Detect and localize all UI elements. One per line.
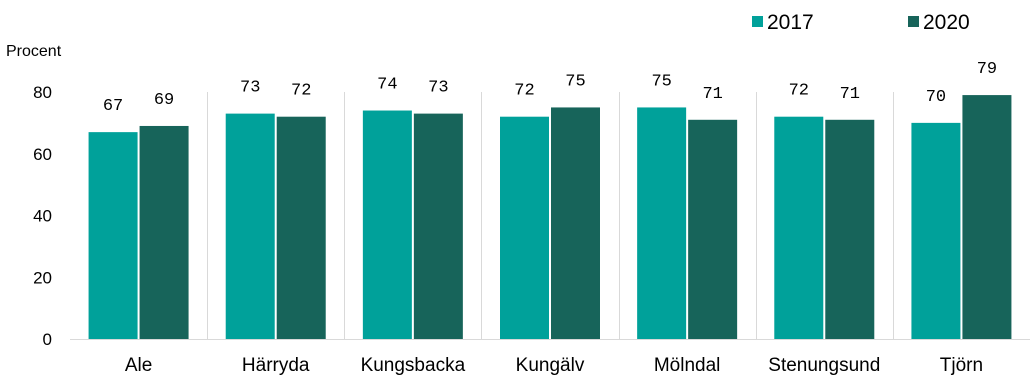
legend-label: 2017 (767, 11, 814, 34)
legend: 2017 2020 (752, 11, 970, 34)
data-label: 70 (926, 88, 946, 107)
x-category-label: Mölndal (654, 355, 721, 376)
bar-2020-Ale (139, 125, 189, 340)
bar-2020-Mölndal (688, 119, 738, 339)
bar-2020-Stenungsund (825, 119, 875, 339)
bar-2017-Kungälv (500, 116, 549, 339)
category-separators (207, 92, 894, 339)
y-tick-label: 0 (43, 330, 52, 349)
bar-2017-Stenungsund (774, 116, 824, 339)
bar-2017-Mölndal (637, 107, 687, 339)
x-category-label: Kungälv (516, 355, 585, 376)
bar-2020-Kungsbacka (413, 113, 463, 339)
y-tick-label: 40 (33, 207, 52, 226)
bars (88, 95, 1012, 340)
bar-2020-Kungälv (551, 107, 600, 339)
bar-2017-Härryda (225, 113, 275, 339)
data-label: 74 (377, 76, 397, 95)
data-label: 79 (977, 60, 997, 79)
x-category-label: Stenungsund (768, 355, 880, 376)
data-label: 73 (428, 79, 448, 98)
legend-swatch (752, 16, 763, 27)
legend-swatch (908, 16, 919, 27)
y-axis-label: Procent (6, 43, 62, 60)
bar-2020-Härryda (276, 116, 326, 339)
data-label: 72 (514, 82, 534, 101)
y-tick-label: 20 (33, 268, 52, 287)
x-category-label: Ale (125, 355, 152, 376)
bar-2017-Ale (88, 132, 138, 339)
bar-2017-Tjörn (911, 122, 961, 339)
data-label: 72 (789, 82, 809, 101)
x-category-label: Kungsbacka (361, 355, 466, 376)
data-label: 71 (840, 85, 860, 104)
data-label: 71 (702, 85, 722, 104)
y-tick-label: 60 (33, 145, 52, 164)
bar-2017-Kungsbacka (362, 110, 412, 340)
data-label: 69 (154, 91, 174, 110)
x-category-label: Härryda (242, 355, 310, 376)
bar-2020-Tjörn (962, 95, 1012, 340)
data-labels: 67 69 73 72 74 73 72 75 75 71 72 71 70 79 (103, 60, 997, 116)
data-label: 72 (291, 82, 311, 101)
data-label: 75 (565, 72, 585, 91)
legend-label: 2020 (923, 11, 970, 34)
y-axis-ticks: 0 20 40 60 80 (33, 83, 52, 349)
data-label: 67 (103, 97, 123, 116)
x-category-label: Tjörn (940, 355, 983, 376)
x-axis-categories: Ale Härryda Kungsbacka Kungälv Mölndal Stenun… (125, 355, 983, 376)
data-label: 73 (240, 79, 260, 98)
data-label: 75 (651, 72, 671, 91)
y-tick-label: 80 (33, 83, 52, 102)
